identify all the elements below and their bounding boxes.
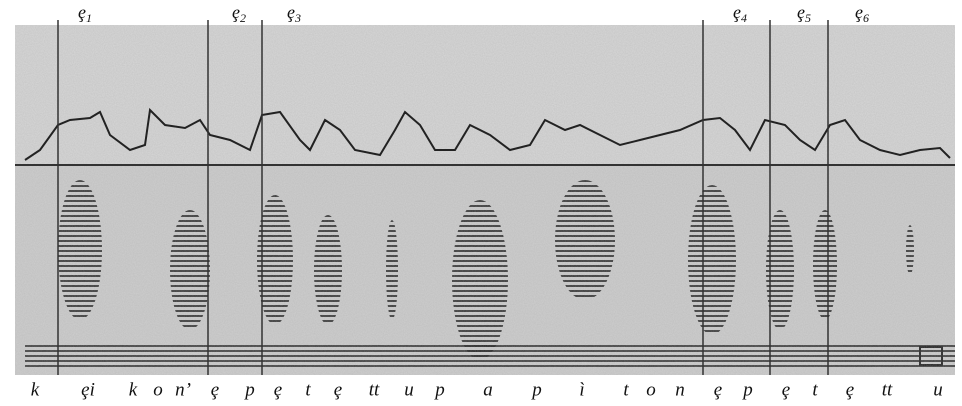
boundary-index: 1 (86, 11, 92, 25)
phoneme-label: o (646, 379, 656, 400)
phoneme-label: ȩ (846, 379, 854, 400)
spectrogram (15, 20, 955, 375)
boundary-label: ȩ6 (855, 2, 869, 25)
phoneme-label: o (153, 379, 163, 400)
boundary-index: 6 (863, 11, 869, 25)
phoneme-label: t (623, 379, 629, 400)
phoneme-label: ȩ (714, 379, 722, 400)
phoneme-label: n’ (175, 379, 191, 400)
boundary-index: 3 (294, 11, 301, 25)
boundary-letter: ȩ (232, 2, 240, 22)
phoneme-label: tt (369, 379, 380, 400)
phoneme-label: n (675, 379, 685, 400)
boundary-letter: ȩ (78, 2, 86, 22)
phoneme-label: ȩ (334, 379, 342, 400)
phoneme-label: ì (579, 379, 584, 400)
phoneme-label: ȩ (274, 379, 282, 400)
boundary-index: 4 (741, 11, 747, 25)
boundary-letter: ȩ (287, 2, 295, 22)
boundary-label: ȩ5 (797, 2, 811, 25)
phoneme-label: p (433, 379, 445, 400)
boundary-letter: ȩ (797, 2, 805, 22)
boundary-index: 2 (240, 11, 246, 25)
phoneme-label: t (305, 379, 311, 400)
phoneme-label: p (741, 379, 753, 400)
phoneme-label: p (243, 379, 255, 400)
phoneme-label: a (483, 379, 493, 400)
boundary-index: 5 (805, 11, 811, 25)
phoneme-label: ȩi (81, 379, 95, 400)
phoneme-label: tt (882, 379, 893, 400)
boundary-label: ȩ4 (733, 2, 747, 25)
boundary-letter: ȩ (855, 2, 863, 22)
phoneme-label: ȩ (782, 379, 790, 400)
boundary-label: ȩ1 (78, 2, 92, 25)
boundary-label: ȩ2 (232, 2, 246, 25)
phoneme-label: p (530, 379, 542, 400)
phoneme-label: t (812, 379, 818, 400)
boundary-label: ȩ3 (287, 2, 301, 25)
phoneme-label: u (933, 379, 943, 400)
phoneme-label: u (404, 379, 414, 400)
phoneme-label: k (31, 379, 40, 400)
phoneme-label: k (129, 379, 138, 400)
phoneme-label: ȩ (211, 379, 219, 400)
boundary-letter: ȩ (733, 2, 741, 22)
